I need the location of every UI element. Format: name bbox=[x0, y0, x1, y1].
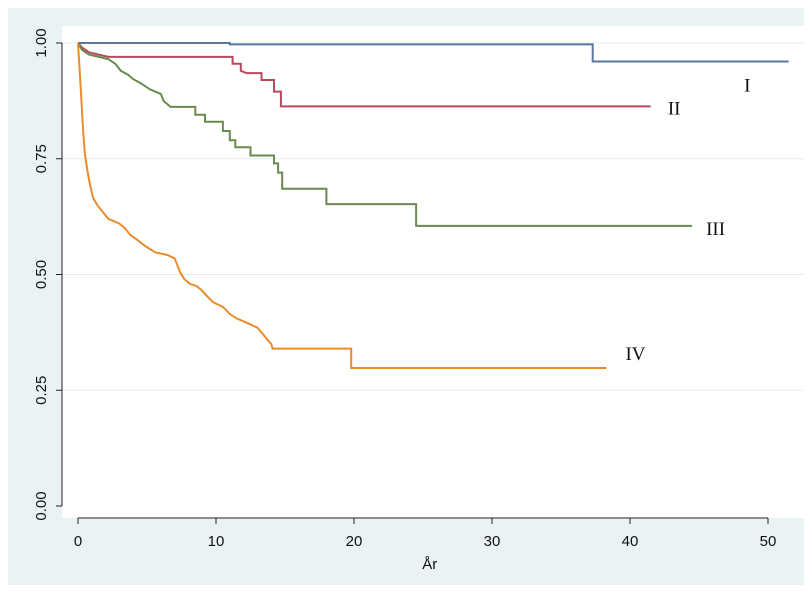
axes: 0.00 0.25 0.50 0.75 1.00 0 10 20 30 40 50 bbox=[33, 28, 776, 550]
series-label-i: I bbox=[744, 75, 750, 96]
x-tick-label-1: 10 bbox=[208, 533, 225, 550]
y-tick-label-2: 0.50 bbox=[33, 260, 50, 289]
series-lines bbox=[77, 42, 789, 369]
x-tick-label-4: 40 bbox=[622, 533, 639, 550]
x-tick-label-3: 30 bbox=[484, 533, 501, 550]
x-tick-label-2: 20 bbox=[346, 533, 363, 550]
series-label-iv: IV bbox=[625, 344, 645, 365]
x-tick-label-5: 50 bbox=[760, 533, 777, 550]
series-line-ii bbox=[77, 42, 651, 108]
series-label-ii: II bbox=[668, 98, 681, 119]
series-label-iii: III bbox=[706, 219, 725, 240]
y-tick-label-4: 1.00 bbox=[33, 28, 50, 57]
y-tick-label-0: 0.00 bbox=[33, 491, 50, 520]
series-line-i bbox=[78, 42, 789, 63]
y-tick-label-1: 0.25 bbox=[33, 376, 50, 405]
series-line-iii bbox=[77, 42, 693, 227]
series-line-iv bbox=[77, 42, 607, 369]
y-tick-label-3: 0.75 bbox=[33, 144, 50, 173]
x-axis-title: År bbox=[422, 556, 437, 573]
x-tick-label-0: 0 bbox=[74, 533, 82, 550]
plot-area bbox=[62, 26, 804, 518]
